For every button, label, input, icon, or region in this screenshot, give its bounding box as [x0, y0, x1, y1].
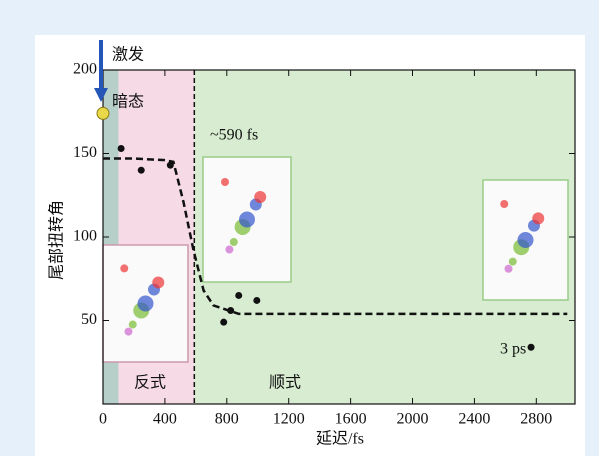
inset-blob — [518, 232, 534, 248]
x-tick-label: 400 — [153, 411, 177, 428]
y-tick-label: 100 — [73, 228, 97, 245]
y-tick-label: 50 — [81, 311, 97, 328]
inset-blob — [225, 246, 233, 254]
x-tick-label: 800 — [215, 411, 239, 428]
y-tick-label: 200 — [73, 61, 97, 78]
plot-area: 0 400 800 1200 1600 2000 2400 2800 50 100 150 200 激发… — [73, 40, 575, 428]
inset-blob — [129, 321, 137, 329]
dark-state-point — [97, 107, 109, 119]
data-point — [118, 145, 125, 152]
annotation: 3 ps — [500, 341, 526, 358]
page: 0 400 800 1200 1600 2000 2400 2800 50 100 150 200 激发… — [0, 0, 599, 456]
annotation: 顺式 — [269, 374, 301, 392]
inset-blob — [500, 200, 508, 208]
inset-blob — [239, 212, 255, 228]
inset-blob — [509, 258, 517, 266]
data-point — [528, 344, 535, 351]
inset-blob — [138, 296, 154, 312]
annotation: ~590 fs — [210, 127, 258, 144]
x-tick-label: 1600 — [335, 411, 367, 428]
x-tick-label: 2800 — [520, 411, 552, 428]
inset-blob — [152, 276, 164, 288]
annotation: 反式 — [134, 374, 166, 392]
annotation: 暗态 — [112, 93, 144, 111]
inset-blob — [532, 212, 544, 224]
inset-blob — [221, 178, 229, 186]
y-axis-label: 尾部扭转角 — [48, 200, 66, 280]
inset-blob — [125, 328, 133, 336]
inset-blob — [505, 265, 513, 273]
data-point — [220, 319, 227, 326]
inset-blob — [230, 238, 238, 246]
annotation: 激发 — [112, 46, 144, 64]
x-tick-label: 2400 — [458, 411, 490, 428]
x-tick-label: 2000 — [397, 411, 429, 428]
x-tick-label: 1200 — [273, 411, 305, 428]
x-tick-label: 0 — [99, 411, 107, 428]
y-tick-label: 150 — [73, 144, 97, 161]
inset-blob — [254, 191, 266, 203]
data-point — [253, 297, 260, 304]
chart: 0 400 800 1200 1600 2000 2400 2800 50 100 150 200 激发… — [0, 0, 599, 456]
data-point — [138, 167, 145, 174]
data-point — [235, 292, 242, 299]
inset-blob — [120, 264, 128, 272]
x-axis-label: 延迟/fs — [316, 430, 364, 448]
